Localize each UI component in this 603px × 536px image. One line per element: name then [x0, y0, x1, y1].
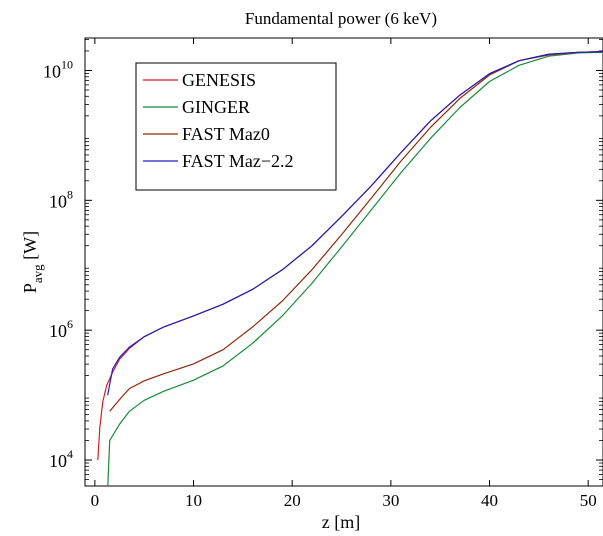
legend: GENESIS GINGER FAST Maz0 FAST Maz−2.2	[135, 62, 337, 191]
legend-label: FAST Maz0	[182, 124, 270, 144]
x-tick-label: 30	[382, 491, 399, 510]
y-tick-label: 108	[49, 187, 73, 211]
y-axis-label-sub: avg	[30, 264, 45, 283]
y-tick-label: 1010	[43, 57, 73, 81]
legend-label: FAST Maz−2.2	[182, 151, 294, 171]
x-tick-label: 50	[580, 491, 597, 510]
y-axis-label-unit: [W]	[20, 231, 40, 264]
legend-box	[135, 62, 337, 191]
y-axis-label-main: P	[20, 283, 40, 293]
y-axis-label: Pavg [W]	[20, 231, 45, 293]
y-tick-label: 104	[49, 447, 73, 471]
chart-title: Fundamental power (6 keV)	[245, 9, 437, 28]
y-tick-label: 106	[49, 317, 73, 341]
series-line-fast-maz-2-2	[107, 51, 603, 396]
x-tick-label: 40	[481, 491, 498, 510]
series-line-ginger	[107, 51, 603, 486]
series-lines	[97, 51, 603, 486]
axis-ticks	[85, 38, 603, 487]
x-tick-label: 10	[185, 491, 202, 510]
x-tick-label: 20	[284, 491, 301, 510]
legend-label: GENESIS	[182, 70, 256, 90]
legend-label: GINGER	[182, 97, 250, 117]
tick-labels: 0 10 20 30 40 50 104 106 108 1010	[43, 57, 597, 510]
x-axis-label: z [m]	[322, 512, 360, 532]
x-tick-label: 0	[91, 491, 100, 510]
